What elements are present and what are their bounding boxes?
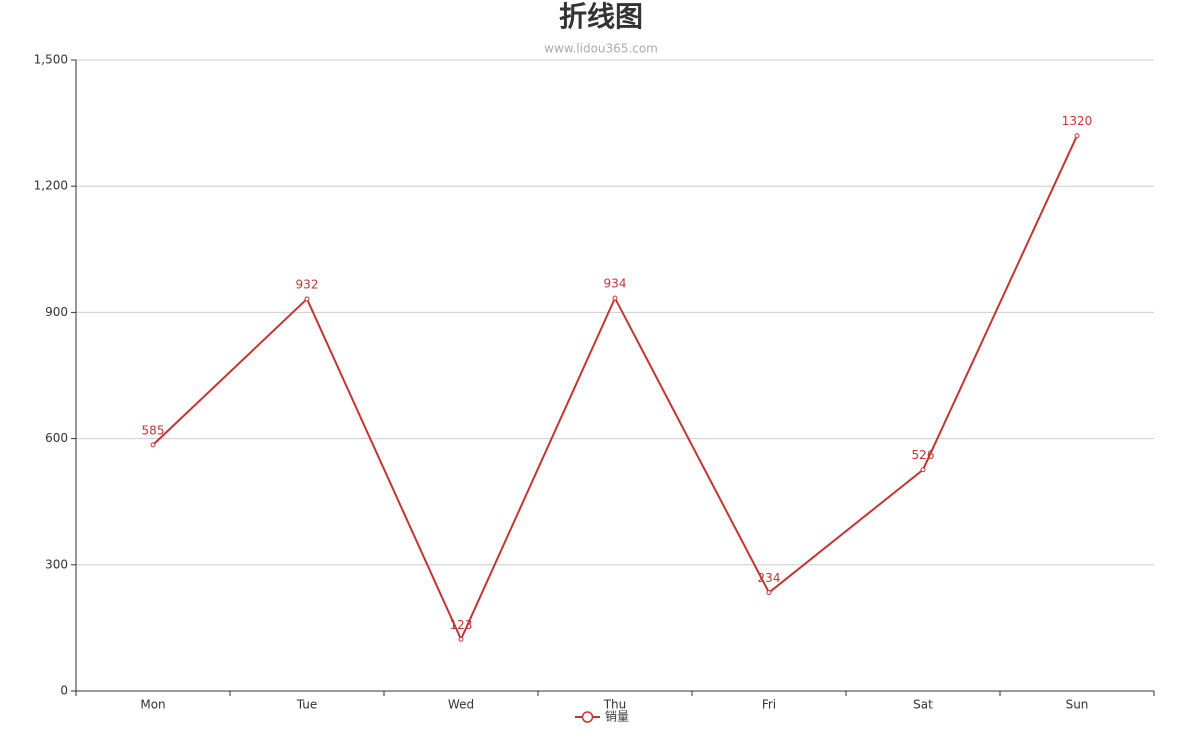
line xyxy=(152,135,1078,642)
x-tick-label: Thu xyxy=(603,698,627,712)
chart-title: 折线图 xyxy=(559,0,643,33)
y-tick-label: 1,200 xyxy=(34,179,68,193)
data-label: 585 xyxy=(142,423,165,437)
data-label: 123 xyxy=(450,618,473,632)
y-tick-label: 300 xyxy=(45,557,68,571)
legend-marker xyxy=(581,711,594,723)
data-label: 1320 xyxy=(1062,114,1093,128)
data-label: 932 xyxy=(296,277,319,291)
data-label: 934 xyxy=(604,277,627,291)
marker xyxy=(920,467,926,473)
x-tick-label: Mon xyxy=(140,698,165,712)
chart-subtitle: www.lidou365.com xyxy=(544,42,658,56)
x-tick-label: Sun xyxy=(1066,698,1089,712)
data-label: 526 xyxy=(912,448,935,462)
y-tick-label: 0 xyxy=(60,684,68,698)
x-tick-label: Tue xyxy=(296,698,318,712)
marker xyxy=(304,296,310,302)
marker xyxy=(150,442,156,448)
y-tick-label: 600 xyxy=(45,431,68,445)
y-tick-label: 1,500 xyxy=(34,53,68,67)
data-label: 234 xyxy=(758,571,781,585)
marker xyxy=(612,295,618,301)
y-tick-label: 900 xyxy=(45,305,68,319)
x-tick-label: Fri xyxy=(762,698,776,712)
marker xyxy=(458,636,464,642)
x-tick-label: Wed xyxy=(448,698,474,712)
legend-label: 销量 xyxy=(605,710,629,724)
marker xyxy=(766,590,772,596)
marker xyxy=(1074,133,1080,139)
x-tick-label: Sat xyxy=(913,698,933,712)
